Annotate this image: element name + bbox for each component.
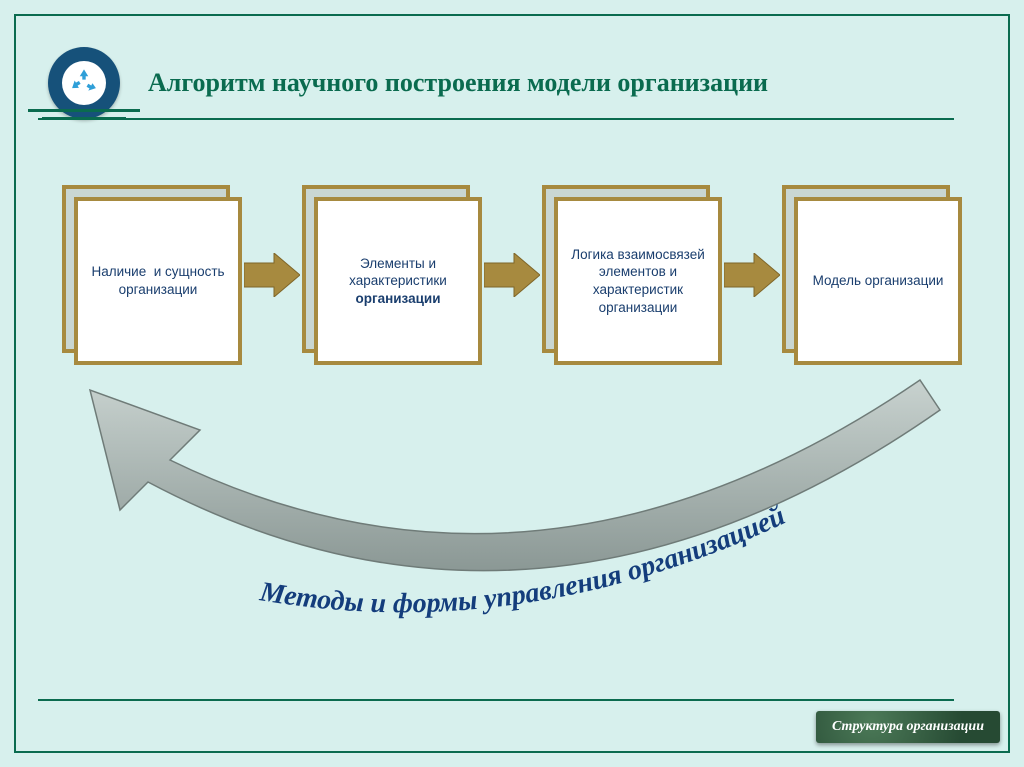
footer-rule xyxy=(38,699,954,701)
arrow-icon xyxy=(724,253,780,297)
step-label: Модель организации xyxy=(813,272,944,290)
step-label: Наличие и сущность организации xyxy=(90,263,226,298)
footer-badge[interactable]: Структура организации xyxy=(816,711,1000,743)
step-2: Элементы и характеристики организации xyxy=(302,185,482,365)
step-label: Логика взаимосвязей элементов и характер… xyxy=(570,246,706,316)
slide-title: Алгоритм научного построения модели орга… xyxy=(148,68,768,98)
recycle-icon xyxy=(67,66,101,100)
step-4: Модель организации xyxy=(782,185,962,365)
step-1: Наличие и сущность организации xyxy=(62,185,242,365)
step-3: Логика взаимосвязей элементов и характер… xyxy=(542,185,722,365)
header: Алгоритм научного построения модели орга… xyxy=(48,48,954,118)
feedback-arrow: Методы и формы управления организацией xyxy=(60,360,980,620)
flow-row: Наличие и сущность организации Элементы … xyxy=(62,175,962,375)
logo xyxy=(48,47,120,119)
header-rule xyxy=(38,118,954,120)
arrow-icon xyxy=(244,253,300,297)
step-label: Элементы и характеристики организации xyxy=(330,255,466,308)
arrow-icon xyxy=(484,253,540,297)
